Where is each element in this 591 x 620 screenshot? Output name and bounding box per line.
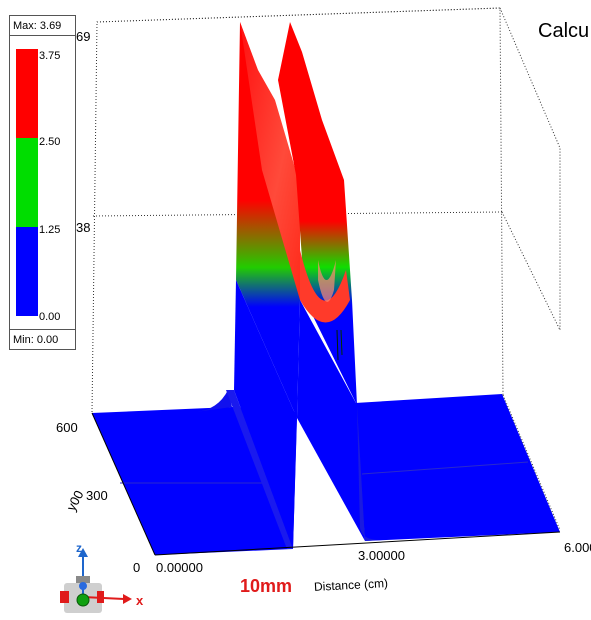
left-peak-face — [236, 22, 300, 418]
x-tick-label-0: 0.00000 — [156, 560, 203, 575]
left-peak-slope — [240, 22, 300, 300]
right-wall-curve — [357, 405, 380, 541]
y-axis-label: y00 — [63, 488, 86, 514]
legend-tick-1: 2.50 — [39, 136, 61, 148]
triad-x-label: x — [136, 593, 144, 608]
right-peak-highlight — [318, 260, 336, 302]
legend-band-high — [16, 49, 38, 138]
y-tick-label-0: 0 — [133, 560, 140, 575]
right-peak-crease — [336, 329, 339, 361]
triad-z-label: z — [76, 541, 82, 555]
y-axis-line — [91, 412, 156, 556]
legend-max-label: Max: 3.69 — [10, 16, 75, 36]
legend-tick-3: 0.00 — [39, 311, 61, 323]
legend-tick-2: 1.25 — [39, 224, 61, 236]
left-lower-wall — [234, 280, 297, 549]
y-tick-label-1: 300 — [86, 488, 108, 503]
axis-triad-icon[interactable]: z x — [60, 541, 144, 613]
x-axis-line — [154, 531, 561, 556]
x-tick-label-2: 6.00000 — [564, 540, 591, 555]
right-peak-crease-2 — [340, 329, 343, 356]
z-tick-label-0: 38 — [76, 220, 90, 235]
color-legend: Max: 3.69 3.75 2.50 1.25 0.00 Min: 0.00 — [9, 15, 76, 350]
x-tick-label-1: 3.00000 — [358, 548, 405, 563]
legend-min-label: Min: 0.00 — [10, 329, 75, 349]
legend-tick-0: 3.75 — [39, 50, 61, 62]
unit-label: 10mm — [240, 576, 293, 596]
right-peak-dip — [300, 250, 350, 323]
legend-band-low — [16, 227, 38, 316]
legend-band-mid — [16, 138, 38, 227]
left-wall-strip — [226, 390, 293, 549]
z-tick-label-1: 69 — [76, 29, 90, 44]
chart-title: Calcu — [538, 20, 590, 42]
y-tick-label-2: 600 — [56, 420, 78, 435]
floor-surface — [92, 390, 560, 555]
right-lower-wall — [297, 300, 365, 541]
